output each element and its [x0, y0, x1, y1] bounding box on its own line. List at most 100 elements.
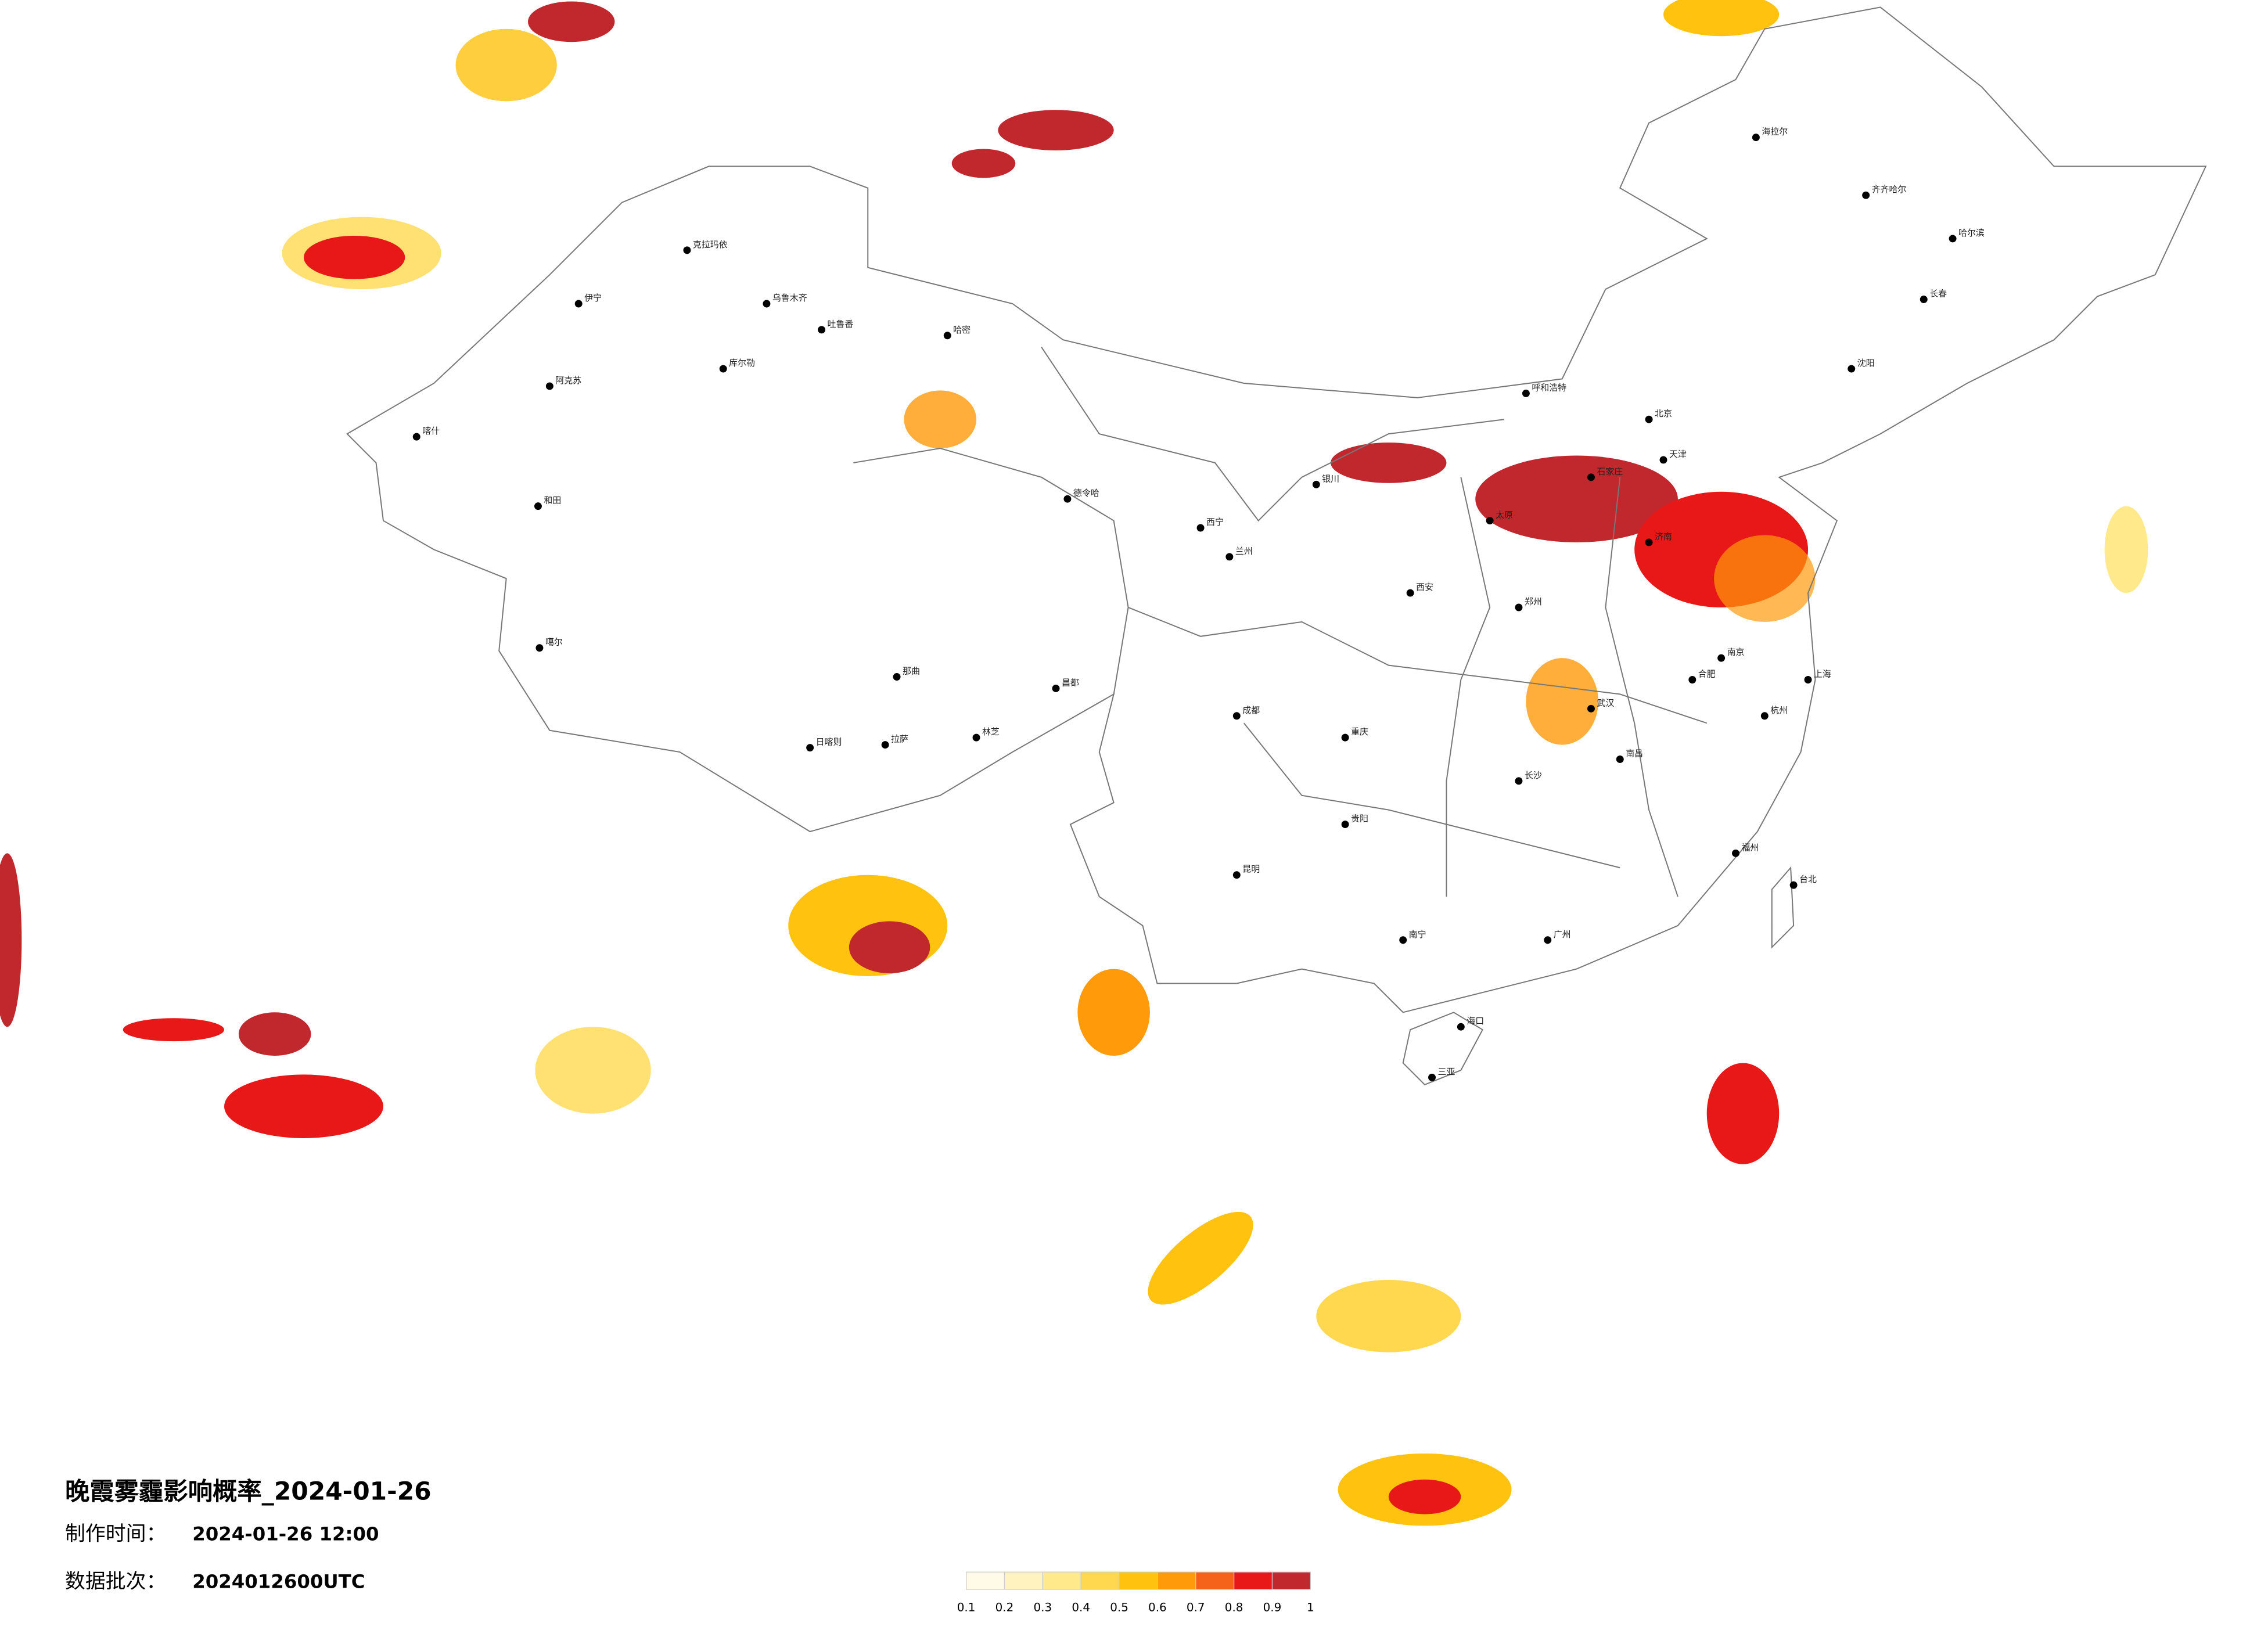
legend-swatch — [1233, 1571, 1273, 1590]
city-label: 昌都 — [1062, 677, 1079, 688]
city-label: 广州 — [1554, 929, 1571, 940]
city-dot — [1515, 777, 1523, 785]
city-label: 银川 — [1322, 473, 1339, 484]
city-label: 贵阳 — [1351, 814, 1368, 824]
city-dot — [893, 673, 901, 681]
city-dot — [972, 733, 980, 742]
legend-tick-label: 0.5 — [1110, 1600, 1128, 1614]
city-dot — [1804, 676, 1812, 684]
city-dot — [763, 300, 771, 308]
city-dot — [1862, 191, 1870, 199]
legend-swatch — [1042, 1571, 1081, 1590]
city-dot — [1196, 524, 1205, 532]
city-label: 石家庄 — [1597, 466, 1623, 477]
city-label: 那曲 — [903, 666, 920, 677]
city-dot — [1486, 517, 1494, 525]
city-dot — [1789, 881, 1798, 889]
city-label: 伊宁 — [584, 293, 602, 303]
city-dot — [1052, 684, 1060, 692]
city-label: 三亚 — [1437, 1066, 1455, 1077]
city-label: 日喀则 — [816, 737, 842, 747]
made-label: 制作时间： — [65, 1522, 166, 1545]
city-label: 济南 — [1655, 531, 1672, 542]
legend-tick-label: 1 — [1307, 1600, 1314, 1614]
city-dot — [1645, 415, 1653, 423]
city-label: 长沙 — [1525, 770, 1542, 780]
city-label: 噶尔 — [545, 637, 563, 647]
borders — [346, 6, 2207, 1085]
city-label: 昆明 — [1242, 864, 1260, 875]
city-label: 成都 — [1242, 705, 1260, 715]
city-label: 阿克苏 — [555, 375, 581, 386]
city-dot — [1659, 456, 1667, 464]
city-label: 拉萨 — [891, 734, 908, 744]
legend-tick-label: 0.4 — [1072, 1600, 1090, 1614]
batch: 2024012600UTC — [192, 1571, 365, 1593]
city-label: 合肥 — [1698, 669, 1716, 679]
city-dot — [1225, 553, 1234, 561]
city-dot — [1587, 704, 1595, 713]
city-dot — [1645, 538, 1653, 546]
city-label: 西宁 — [1206, 517, 1224, 527]
city-dot — [1848, 365, 1856, 373]
made-time: 2024-01-26 12:00 — [192, 1523, 379, 1545]
city-label: 齐齐哈尔 — [1872, 184, 1907, 195]
city-dot — [1616, 756, 1624, 763]
city-dot — [1949, 235, 1957, 243]
city-label: 和田 — [544, 495, 561, 506]
city-dot — [534, 502, 542, 510]
city-label: 吐鲁番 — [828, 319, 854, 329]
city-dot — [1522, 389, 1530, 397]
city-label: 重庆 — [1351, 726, 1368, 737]
city-label: 库尔勒 — [729, 358, 755, 368]
city-label: 太原 — [1496, 510, 1513, 520]
city-dot — [943, 332, 951, 340]
city-dot — [1760, 712, 1769, 720]
city-label: 西安 — [1416, 582, 1433, 592]
city-dot — [1232, 712, 1241, 720]
city-dot — [1341, 733, 1349, 742]
city-label: 杭州 — [1770, 705, 1788, 715]
batch-label: 数据批次： — [65, 1570, 166, 1593]
city-dot — [806, 744, 814, 752]
city-dot — [1457, 1023, 1465, 1031]
city-dot — [412, 433, 420, 441]
city-dot — [1428, 1073, 1436, 1081]
city-dot — [1732, 849, 1739, 857]
city-label: 哈尔滨 — [1958, 228, 1985, 238]
city-label: 台北 — [1799, 874, 1817, 884]
legend-tick-label: 0.7 — [1187, 1600, 1205, 1614]
city-dot — [1544, 936, 1552, 944]
legend-tick-label: 0.9 — [1263, 1600, 1282, 1614]
city-label: 上海 — [1814, 669, 1831, 679]
city-label: 呼和浩特 — [1532, 382, 1566, 393]
city-label: 南京 — [1727, 647, 1745, 657]
city-dot — [545, 382, 553, 390]
legend-tick-label: 0.1 — [957, 1600, 976, 1614]
legend-tick-label: 0.2 — [995, 1600, 1014, 1614]
city-label: 福州 — [1741, 842, 1759, 852]
city-dot — [1515, 603, 1523, 611]
legend-swatch — [1080, 1571, 1120, 1590]
city-label: 北京 — [1655, 408, 1672, 419]
city-label: 克拉玛依 — [693, 239, 728, 250]
legend-tick-label: 0.6 — [1148, 1600, 1167, 1614]
city-dot — [683, 246, 691, 254]
legend-swatch — [1271, 1571, 1311, 1590]
city-dot — [818, 326, 826, 334]
city-dot — [1312, 480, 1320, 488]
city-dot — [1341, 821, 1349, 829]
legend: 0.1 0.2 0.3 0.4 0.5 0.6 0.7 0.8 0.9 1 — [957, 1571, 1314, 1614]
title: 晚霞雾霾影响概率_2024-01-26 — [65, 1477, 432, 1506]
legend-swatch — [1119, 1571, 1158, 1590]
haze-field — [0, 0, 2148, 1526]
city-label: 喀什 — [422, 426, 440, 436]
city-dot — [1752, 134, 1760, 142]
city-dot — [1063, 495, 1072, 503]
city-dot — [719, 365, 727, 373]
city-label: 海拉尔 — [1762, 127, 1788, 137]
city-label: 林芝 — [982, 726, 1000, 737]
city-label: 海口 — [1467, 1016, 1484, 1026]
legend-swatch — [1004, 1571, 1043, 1590]
